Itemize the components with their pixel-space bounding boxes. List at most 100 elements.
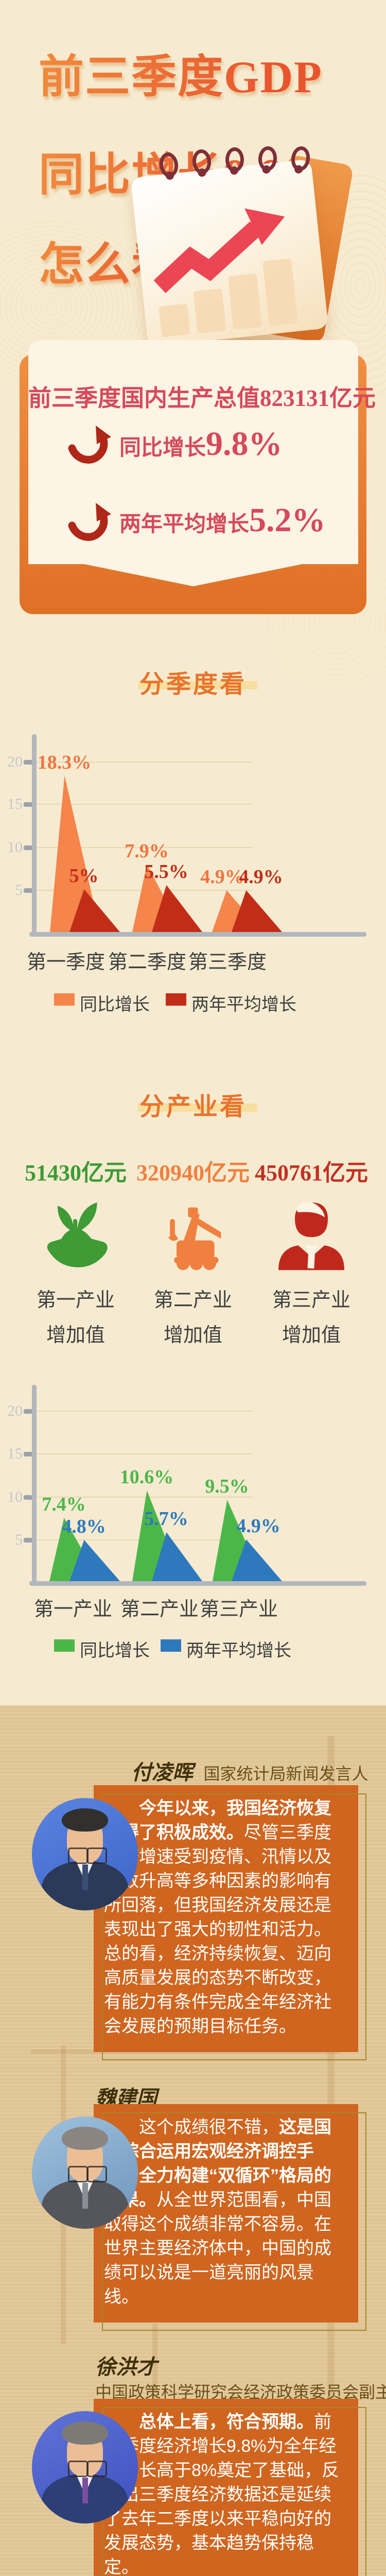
industry-amount-2: 320940亿元	[136, 1160, 250, 1185]
hair	[61, 2126, 109, 2150]
y-tick-label: 20	[7, 753, 23, 770]
calendar-page	[130, 159, 329, 347]
industry-label-1a: 第一产业	[36, 1290, 115, 1311]
quarter-section-title: 分季度看	[139, 671, 247, 698]
gridline	[37, 761, 253, 762]
value-label: 9.5%	[205, 1476, 249, 1497]
y-tick	[24, 888, 36, 893]
value-label: 5%	[69, 865, 99, 887]
industry-label-2a: 第二产业	[153, 1290, 232, 1311]
hair	[61, 1808, 109, 1832]
industry-label-2b: 增加值	[163, 1325, 222, 1346]
glasses-icon	[68, 2165, 88, 2183]
calendar-bar	[159, 303, 191, 337]
glasses-icon	[68, 2460, 88, 2478]
two-year-row: 两年平均增长5.2%	[119, 501, 326, 540]
quote-text: 从全世界范围看，中国取得这个成绩非常不容易。在世界主要经济体中，中国的成绩可以说…	[104, 2190, 331, 2307]
hair	[61, 2421, 109, 2445]
expert-name: 付凌晖	[131, 1761, 193, 1784]
section-title-highlight	[138, 681, 257, 689]
expert-3-quote-bubble: 总体上看，符合预期。前三季度经济增长9.8%为全年经济增长高于8%奠定了基础，反…	[84, 2399, 366, 2576]
y-tick-label: 20	[7, 1402, 23, 1419]
section-title-highlight	[138, 1104, 257, 1112]
industry-label-3b: 增加值	[282, 1325, 341, 1346]
value-label: 5.7%	[144, 1508, 188, 1530]
value-label: 4.9%	[236, 1515, 280, 1537]
up-arrow-icon	[68, 426, 111, 464]
x-category-label: 第二产业	[120, 1599, 199, 1620]
legend-label-avg: 两年平均增长	[186, 1641, 291, 1660]
two-year-value: 5.2%	[249, 501, 326, 539]
sprout-hand-icon	[47, 1202, 108, 1267]
businessman-icon	[278, 1202, 344, 1270]
y-tick	[24, 845, 36, 850]
gridline	[37, 847, 253, 848]
y-axis	[32, 734, 37, 937]
glasses-icon	[87, 2165, 108, 2183]
crane-icon	[168, 1207, 221, 1270]
y-tick	[24, 1538, 36, 1543]
up-arrow-icon	[68, 503, 111, 541]
legend-swatch-avg	[161, 1639, 181, 1652]
y-tick	[24, 1409, 36, 1414]
y-tick-label: 5	[15, 882, 23, 899]
industry-label-1b: 增加值	[46, 1325, 105, 1346]
value-label: 4.9%	[239, 866, 283, 888]
x-category-label: 第二季度	[108, 952, 186, 973]
expert-3-title: 中国政策科学研究会经济政策委员会副主任	[95, 2383, 386, 2401]
industry-amount-1: 51430亿元	[25, 1160, 127, 1185]
gridline	[37, 1453, 253, 1454]
y-tick-label: 10	[7, 839, 23, 856]
value-label: 7.9%	[125, 840, 169, 862]
gridline	[37, 1497, 253, 1498]
gridline	[37, 1411, 253, 1412]
glasses-icon	[68, 1847, 88, 1865]
legend-swatch-avg	[166, 993, 186, 1006]
y-axis	[32, 1385, 37, 1586]
expert-1-name-row: 付凌晖 国家统计局新闻发言人	[131, 1756, 368, 1786]
expert-2-photo	[32, 2116, 138, 2229]
y-tick	[24, 1495, 36, 1500]
quote-text: 这个成绩很不错，	[139, 2117, 279, 2137]
legend-swatch-yoy	[54, 993, 75, 1006]
expert-title: 国家统计局新闻发言人	[203, 1765, 369, 1783]
gdp-headline: 前三季度国内生产总值823131亿元	[28, 385, 376, 411]
value-label: 18.3%	[37, 752, 92, 773]
tie	[82, 2182, 89, 2209]
expert-1-photo	[32, 1798, 138, 1910]
legend-swatch-yoy	[54, 1639, 75, 1652]
x-category-label: 第一产业	[33, 1599, 112, 1620]
x-axis	[29, 932, 366, 937]
spiral-ring-icon	[225, 147, 244, 175]
value-label: 5.5%	[144, 861, 188, 883]
value-label: 4.9%	[200, 866, 244, 888]
calendar-bar	[193, 288, 226, 334]
trend-arrow-icon	[153, 208, 285, 293]
glasses-icon	[87, 2460, 108, 2478]
glasses-icon	[87, 1847, 108, 1865]
y-tick-label: 5	[15, 1531, 23, 1548]
quote-text: 前三季度经济增长9.8%为全年经济增长高于8%奠定了基础，反映出三季度经济数据还…	[104, 2412, 340, 2576]
x-category-label: 第三产业	[199, 1599, 278, 1620]
expert-3-photo	[32, 2411, 138, 2523]
x-category-label: 第一季度	[26, 952, 105, 973]
industry-amount-3: 450761亿元	[255, 1160, 368, 1185]
quote-text: 总体上看，符合预期。	[139, 2412, 314, 2432]
value-label: 7.4%	[42, 1494, 86, 1515]
x-axis	[29, 1581, 366, 1586]
tie	[82, 2477, 89, 2503]
page-title-line1: 前三季度GDP	[39, 40, 323, 106]
y-tick-label: 10	[7, 1488, 23, 1505]
summary-card	[28, 340, 358, 586]
expert-2-quote-bubble: 这个成绩很不错，这是国家综合运用宏观经济调控手段，全力构建“双循环”格局的结果。…	[84, 2104, 366, 2331]
yoy-label: 同比增长	[119, 435, 206, 460]
value-label: 10.6%	[119, 1466, 174, 1488]
gridline	[37, 804, 253, 805]
tie	[82, 1864, 89, 1890]
bar-q3-avg	[232, 890, 282, 932]
calendar-illustration	[130, 143, 356, 354]
industry-section-title: 分产业看	[139, 1093, 247, 1121]
legend-label-yoy: 同比增长	[80, 995, 150, 1014]
y-tick	[24, 1452, 36, 1456]
